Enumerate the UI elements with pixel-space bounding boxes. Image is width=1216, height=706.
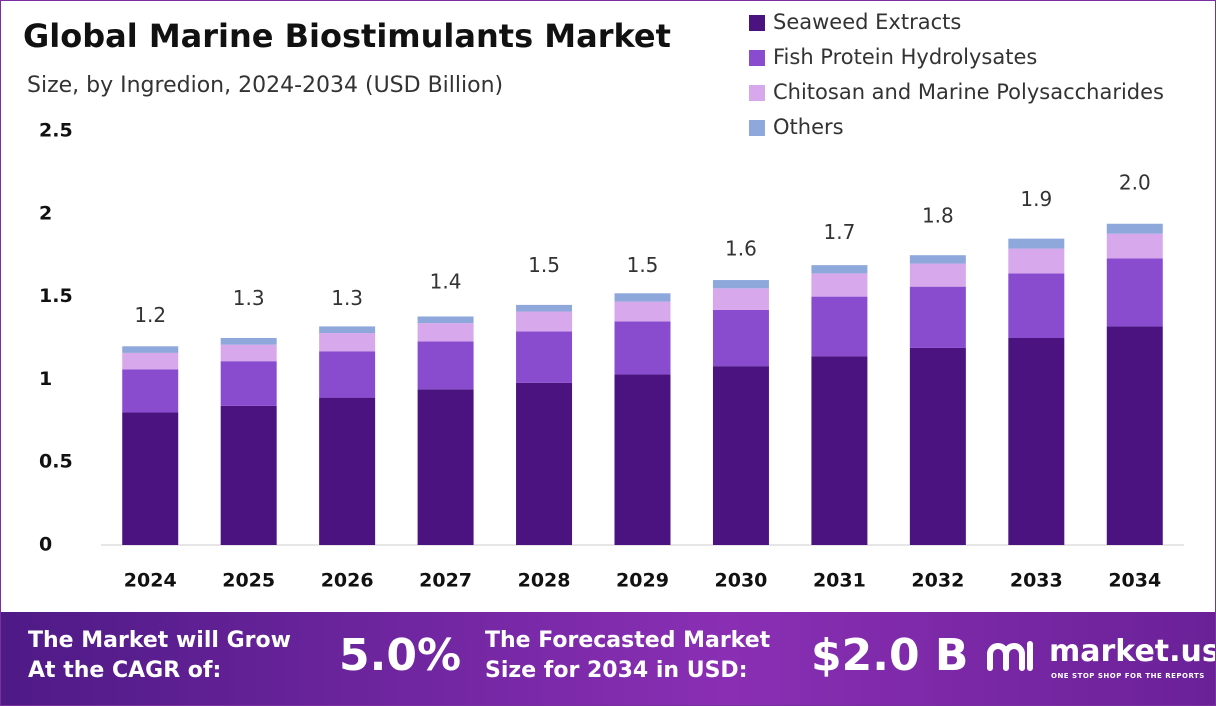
- bar-segment: [1008, 338, 1065, 545]
- x-tick-label: 2030: [715, 570, 768, 592]
- bar-segment: [319, 326, 376, 334]
- logo: market.us: [1049, 634, 1216, 669]
- x-tick-label: 2033: [1010, 570, 1063, 592]
- legend-label: Chitosan and Marine Polysaccharides: [773, 80, 1164, 104]
- total-label: 1.3: [331, 286, 363, 310]
- bar-segment: [516, 311, 573, 332]
- bar-segment: [220, 361, 277, 406]
- total-label: 1.8: [922, 203, 954, 227]
- legend-swatch: [749, 85, 765, 101]
- tagline: ONE STOP SHOP FOR THE REPORTS: [1051, 672, 1205, 680]
- text-line: Size for 2034 in USD:: [485, 658, 748, 683]
- x-tick-label: 2032: [911, 570, 964, 592]
- bar-segment: [909, 286, 966, 348]
- y-tick-label: 1: [39, 368, 52, 390]
- bar-segment: [1106, 233, 1163, 259]
- legend-swatch: [749, 120, 765, 136]
- forecast-value: $2.0 B: [811, 630, 969, 681]
- chart-subtitle: Size, by Ingredion, 2024-2034 (USD Billi…: [27, 73, 503, 98]
- y-tick-label: 1.5: [39, 285, 73, 307]
- bar-segment: [122, 369, 179, 413]
- bar-segment: [417, 389, 474, 545]
- chart: Global Marine Biostimulants Market Size,…: [23, 10, 1184, 592]
- legend-label: Others: [773, 115, 844, 139]
- total-label: 1.3: [233, 286, 265, 310]
- bar-segment: [1008, 238, 1065, 249]
- total-label: 1.6: [725, 237, 757, 261]
- x-tick-label: 2029: [616, 570, 669, 592]
- bar-segment: [417, 316, 474, 324]
- y-tick-label: 2: [39, 202, 52, 224]
- logo-icon: [987, 641, 1033, 671]
- bar-segment: [122, 412, 179, 545]
- bar-segment: [1106, 326, 1163, 545]
- bar-segment: [1106, 223, 1163, 234]
- bar-segment: [811, 356, 868, 545]
- x-tick-label: 2031: [813, 570, 866, 592]
- footer: The Market will Grow At the CAGR of: 5.0%…: [1, 612, 1215, 705]
- bar-segment: [811, 273, 868, 297]
- bar-segment: [1106, 258, 1163, 327]
- bar-segment: [1008, 273, 1065, 338]
- legend-label: Seaweed Extracts: [773, 10, 961, 34]
- legend-swatch: [749, 50, 765, 66]
- bar-segment: [1008, 248, 1065, 274]
- bar-segment: [614, 374, 671, 545]
- bar-segment: [712, 366, 769, 545]
- bar-segment: [909, 255, 966, 264]
- bar-segment: [614, 293, 671, 302]
- total-label: 2.0: [1119, 170, 1151, 194]
- total-label: 1.2: [134, 303, 166, 327]
- y-tick-label: 2.5: [39, 120, 73, 142]
- bar-segment: [319, 351, 376, 398]
- text-line: At the CAGR of:: [28, 658, 222, 683]
- x-tick-label: 2027: [419, 570, 472, 592]
- bar-segment: [220, 338, 277, 345]
- forecast-text: The Forecasted Market Size for 2034 in US…: [485, 626, 770, 686]
- bar-segment: [614, 321, 671, 375]
- bar-segment: [516, 304, 573, 312]
- text-line: The Market will Grow: [28, 628, 291, 653]
- x-tick-label: 2034: [1108, 570, 1161, 592]
- bar-segment: [614, 301, 671, 322]
- chart-title: Global Marine Biostimulants Market: [23, 17, 671, 55]
- bar-segment: [417, 323, 474, 342]
- text-line: The Forecasted Market: [485, 628, 771, 653]
- total-label: 1.4: [430, 270, 462, 294]
- bar-segment: [712, 288, 769, 310]
- bar-segment: [909, 347, 966, 545]
- bar-segment: [712, 309, 769, 367]
- bar-segment: [220, 405, 277, 545]
- total-label: 1.5: [627, 253, 659, 277]
- bar-segment: [319, 333, 376, 352]
- bar-segment: [909, 263, 966, 287]
- x-tick-label: 2025: [222, 570, 275, 592]
- x-tick-label: 2026: [321, 570, 374, 592]
- cagr-value: 5.0%: [339, 630, 462, 681]
- cagr-text: The Market will Grow At the CAGR of:: [28, 626, 291, 686]
- legend-label: Fish Protein Hydrolysates: [773, 45, 1037, 69]
- total-label: 1.9: [1020, 187, 1052, 211]
- bar-segment: [712, 280, 769, 289]
- y-tick-label: 0.5: [39, 451, 73, 473]
- bar-segment: [417, 341, 474, 390]
- bar-segment: [122, 346, 179, 353]
- bar-segment: [516, 382, 573, 545]
- total-label: 1.7: [824, 220, 856, 244]
- legend-swatch: [749, 15, 765, 31]
- bar-segment: [220, 344, 277, 362]
- y-tick-label: 0: [39, 534, 52, 556]
- bar-segment: [516, 331, 573, 383]
- bar-segment: [811, 296, 868, 357]
- total-label: 1.5: [528, 253, 560, 277]
- x-tick-label: 2024: [124, 570, 177, 592]
- x-tick-label: 2028: [518, 570, 571, 592]
- bar-segment: [122, 352, 179, 370]
- bar-segment: [319, 397, 376, 545]
- bar-segment: [811, 265, 868, 274]
